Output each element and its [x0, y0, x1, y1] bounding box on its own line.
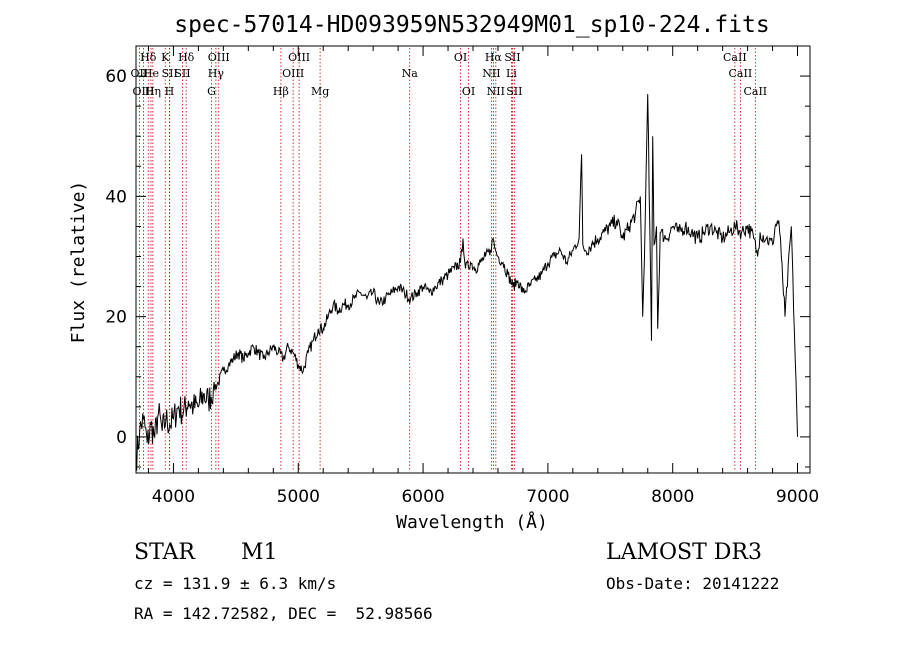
x-tick-label: 9000	[776, 487, 819, 507]
line-label-18: OI	[454, 51, 467, 64]
line-label-10: OIII	[208, 51, 230, 64]
object-subclass: M1	[241, 540, 278, 565]
x-axis-label: Wavelength (Å)	[396, 511, 548, 533]
line-label-20: Hα	[485, 51, 503, 64]
line-label-25: SII	[506, 85, 522, 98]
line-label-4: Hη	[145, 85, 161, 98]
plot-frame	[135, 45, 811, 474]
line-label-1: OII	[131, 67, 149, 80]
spectral-line-markers	[138, 48, 756, 471]
line-label-9: SII	[174, 67, 190, 80]
line-label-28: CaII	[743, 85, 767, 98]
y-tick-label: 40	[105, 187, 127, 207]
line-label-23: SII	[504, 51, 520, 64]
y-tick-label: 60	[105, 67, 127, 87]
line-label-22: NII	[487, 85, 505, 98]
redshift-value: cz = 131.9 ± 6.3 km/s	[134, 574, 337, 593]
line-label-3: He	[143, 67, 159, 80]
line-label-7: H	[165, 85, 175, 98]
x-tick-label: 7000	[526, 487, 569, 507]
object-class: STAR	[134, 540, 195, 565]
x-tick-label: 6000	[401, 487, 444, 507]
line-label-6: SII	[162, 67, 178, 80]
line-label-2: OIII	[132, 85, 154, 98]
line-label-12: G	[207, 85, 216, 98]
line-label-24: Li	[506, 67, 517, 80]
line-label-14: OIII	[282, 67, 304, 80]
line-label-17: Na	[402, 67, 419, 80]
y-tick-label: 0	[116, 428, 127, 448]
x-tick-label: 4000	[152, 487, 195, 507]
line-label-19: OI	[462, 85, 475, 98]
line-label-5: K	[161, 51, 170, 64]
line-label-26: CaII	[723, 51, 747, 64]
x-tick-label: 8000	[651, 487, 694, 507]
line-label-15: OIII	[288, 51, 310, 64]
coordinates: RA = 142.72582, DEC = 52.98566	[134, 604, 433, 623]
line-label-21: NII	[482, 67, 500, 80]
observation-date: Obs-Date: 20141222	[606, 574, 780, 593]
spectrum-line	[135, 94, 798, 471]
axes: 4000 5000 6000 7000 8000 9000 0 20 40 60	[105, 45, 819, 507]
spectrum-series	[135, 94, 798, 471]
x-tick-label: 5000	[277, 487, 320, 507]
line-label-16: Mg	[311, 85, 329, 98]
y-tick-label: 20	[105, 308, 127, 328]
chart-title: spec-57014-HD093959N532949M01_sp10-224.f…	[174, 12, 769, 38]
line-label-11: Hγ	[208, 67, 225, 80]
survey-name: LAMOST DR3	[606, 540, 762, 565]
line-label-27: CaII	[729, 67, 753, 80]
y-axis-label: Flux (relative)	[68, 181, 89, 344]
line-label-8: Hδ	[178, 51, 195, 64]
line-label-0: Hδ	[140, 51, 157, 64]
line-label-13: Hβ	[273, 85, 289, 98]
